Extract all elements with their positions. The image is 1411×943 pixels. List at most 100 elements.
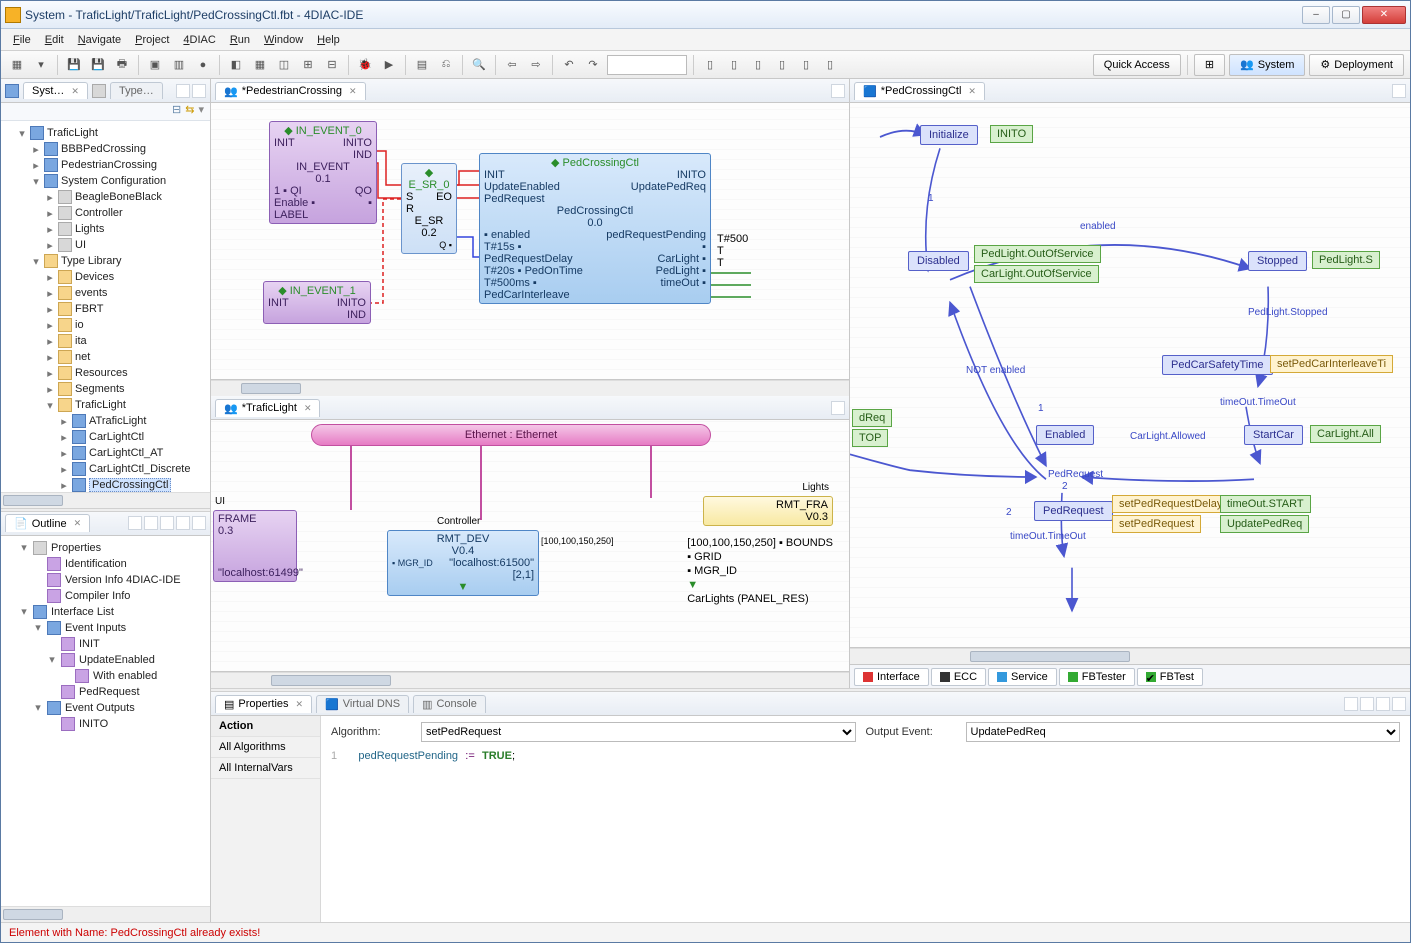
action-inito[interactable]: INITO: [990, 125, 1033, 143]
state-pedcarsafety[interactable]: PedCarSafetyTime: [1162, 355, 1273, 375]
tool-e[interactable]: ▦: [250, 55, 270, 75]
view-min-icon[interactable]: [176, 516, 190, 530]
btab-service[interactable]: Service: [988, 668, 1057, 686]
action-pl-oos[interactable]: PedLight.OutOfService: [974, 245, 1101, 263]
hscrollbar[interactable]: [211, 672, 849, 688]
undo-button[interactable]: ↶: [559, 55, 579, 75]
state-stopped[interactable]: Stopped: [1248, 251, 1307, 271]
save-button[interactable]: 💾: [64, 55, 84, 75]
editor-pedestriancrossing-canvas[interactable]: ◆ IN_EVENT_0 INIT INITOIND IN_EVENT 0.1 …: [211, 103, 849, 380]
align-b[interactable]: ▯: [724, 55, 744, 75]
action-setpedrequest[interactable]: setPedRequest: [1112, 515, 1201, 533]
align-e[interactable]: ▯: [796, 55, 816, 75]
state-disabled[interactable]: Disabled: [908, 251, 969, 271]
propside-all-internalvars[interactable]: All InternalVars: [211, 758, 320, 779]
action-setpedreqdelay[interactable]: setPedRequestDelay: [1112, 495, 1229, 513]
open-perspective-button[interactable]: ⊞: [1194, 54, 1225, 76]
action-stop[interactable]: TOP: [852, 429, 888, 447]
tool-a[interactable]: ▣: [145, 55, 165, 75]
action-pl-s[interactable]: PedLight.S: [1312, 251, 1380, 269]
hscrollbar[interactable]: [1, 492, 210, 508]
outline-mode-a-icon[interactable]: [128, 516, 142, 530]
tool-j[interactable]: ⎌: [436, 55, 456, 75]
tool-f[interactable]: ◫: [274, 55, 294, 75]
view-menu-icon[interactable]: [160, 516, 174, 530]
tool-g[interactable]: ⊞: [298, 55, 318, 75]
tab-type-navigator[interactable]: Type…: [110, 82, 163, 99]
align-c[interactable]: ▯: [748, 55, 768, 75]
menu-navigate[interactable]: Navigate: [72, 32, 127, 48]
window-close-button[interactable]: ✕: [1362, 6, 1406, 24]
tab-virtual-dns[interactable]: 🟦 Virtual DNS: [316, 695, 409, 713]
debug-button[interactable]: 🐞: [355, 55, 375, 75]
properties-sidebar[interactable]: Action All Algorithms All InternalVars: [211, 716, 321, 922]
algorithm-select[interactable]: setPedRequest: [421, 722, 856, 742]
view-min-icon[interactable]: [1376, 697, 1390, 711]
perspective-deployment[interactable]: ⚙ Deployment: [1309, 54, 1404, 76]
tool-c[interactable]: ●: [193, 55, 213, 75]
link-editor-icon[interactable]: ⇆: [185, 103, 194, 120]
state-startcar[interactable]: StartCar: [1244, 425, 1303, 445]
menu-edit[interactable]: Edit: [39, 32, 70, 48]
search-button[interactable]: 🔍: [469, 55, 489, 75]
view-max-icon[interactable]: [192, 516, 206, 530]
btab-fbtest[interactable]: ✔FBTest: [1137, 668, 1203, 686]
action-setpci[interactable]: setPedCarInterleaveTi: [1270, 355, 1393, 373]
nav-fwd-button[interactable]: ⇨: [526, 55, 546, 75]
tab-console[interactable]: ▥ Console: [413, 695, 486, 713]
run-button[interactable]: ▶: [379, 55, 399, 75]
tab-traficlight[interactable]: 👥 *TraficLight✕: [215, 399, 320, 417]
tool-h[interactable]: ⊟: [322, 55, 342, 75]
state-enabled[interactable]: Enabled: [1036, 425, 1094, 445]
outline-tree[interactable]: ▾PropertiesIdentificationVersion Info 4D…: [1, 536, 210, 907]
hscrollbar[interactable]: [211, 380, 849, 396]
zoom-input[interactable]: [607, 55, 687, 75]
action-timeout-start[interactable]: timeOut.START: [1220, 495, 1311, 513]
align-f[interactable]: ▯: [820, 55, 840, 75]
view-max-icon[interactable]: [192, 84, 206, 98]
algorithm-code[interactable]: 1 pedRequestPending := TRUE;: [331, 748, 1400, 762]
tool-d[interactable]: ◧: [226, 55, 246, 75]
view-menu-icon[interactable]: [1360, 697, 1374, 711]
tab-pedestriancrossing[interactable]: 👥 *PedestrianCrossing✕: [215, 82, 366, 100]
pin-icon[interactable]: [1344, 697, 1358, 711]
view-max-icon[interactable]: [1392, 697, 1406, 711]
tool-b[interactable]: ▥: [169, 55, 189, 75]
propside-all-algorithms[interactable]: All Algorithms: [211, 737, 320, 758]
print-button[interactable]: 🖶: [112, 55, 132, 75]
tab-properties[interactable]: ▤ Properties✕: [215, 695, 312, 713]
state-initialize[interactable]: Initialize: [920, 125, 978, 145]
btab-interface[interactable]: Interface: [854, 668, 929, 686]
redo-button[interactable]: ↷: [583, 55, 603, 75]
btab-ecc[interactable]: ECC: [931, 668, 986, 686]
tab-pedcrossingctl[interactable]: 🟦 *PedCrossingCtl✕: [854, 82, 985, 100]
propside-action[interactable]: Action: [211, 716, 320, 737]
tab-outline[interactable]: 📄 Outline✕: [5, 514, 90, 532]
window-minimize-button[interactable]: –: [1302, 6, 1330, 24]
collapse-icon[interactable]: ⊟: [172, 103, 181, 120]
align-a[interactable]: ▯: [700, 55, 720, 75]
dropdown-icon[interactable]: ▾: [31, 55, 51, 75]
window-maximize-button[interactable]: ▢: [1332, 6, 1360, 24]
view-menu-icon[interactable]: ▾: [198, 103, 204, 120]
action-cl-oos[interactable]: CarLight.OutOfService: [974, 265, 1099, 283]
state-pedrequest[interactable]: PedRequest: [1034, 501, 1113, 521]
menu-run[interactable]: Run: [224, 32, 256, 48]
hscrollbar[interactable]: [850, 648, 1410, 664]
output-event-select[interactable]: UpdatePedReq: [966, 722, 1401, 742]
menu-help[interactable]: Help: [311, 32, 346, 48]
perspective-system[interactable]: 👥 System: [1229, 54, 1305, 76]
menu-window[interactable]: Window: [258, 32, 309, 48]
tab-system-explorer[interactable]: Syst…✕: [23, 82, 88, 99]
system-explorer-tree[interactable]: ▾TraficLight▸BBBPedCrossing▸PedestrianCr…: [1, 121, 210, 492]
menu-file[interactable]: File: [7, 32, 37, 48]
quick-access-button[interactable]: Quick Access: [1093, 54, 1181, 76]
outline-mode-b-icon[interactable]: [144, 516, 158, 530]
ethernet-segment[interactable]: Ethernet : Ethernet: [311, 424, 711, 446]
editor-traficlight-canvas[interactable]: Ethernet : Ethernet UI FRAME 0.3 "localh…: [211, 420, 849, 672]
action-updatepedreq[interactable]: UpdatePedReq: [1220, 515, 1309, 533]
editor-ecc-canvas[interactable]: Initialize INITO Disabled PedLight.OutOf…: [850, 103, 1410, 648]
view-min-icon[interactable]: [176, 84, 190, 98]
btab-fbtester[interactable]: FBTester: [1059, 668, 1135, 686]
new-button[interactable]: ▦: [7, 55, 27, 75]
